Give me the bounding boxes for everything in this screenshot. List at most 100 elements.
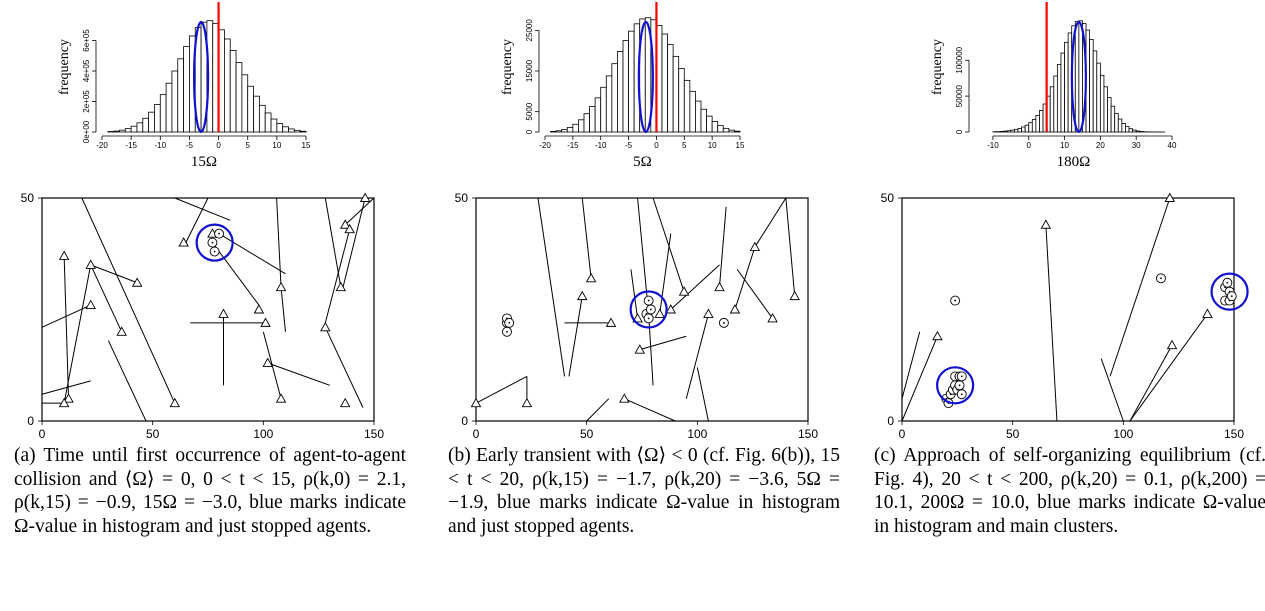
cluster-ring [195,223,234,262]
histogram-bar [177,58,185,133]
agent-trajectory [174,197,231,221]
moving-agent-marker [714,281,725,292]
histogram-bar [1103,86,1108,133]
agent-trajectory [63,264,92,404]
x-tick-label: -5 [625,141,633,150]
y-tick-label: 50 [455,191,469,205]
histogram-bar [1013,128,1019,133]
plot-frame [41,197,375,422]
x-tick-label: 0 [899,427,906,440]
histogram-bar [282,126,289,133]
x-tick-label: 40 [1168,141,1177,150]
agent-trajectory [1129,344,1173,422]
histogram-bar [1010,129,1015,133]
histogram-b: -20 -15 -10 -5 0 5 10 15 0 5000 15000 25000 frequenc… [500,2,745,170]
moving-agent-marker [729,304,741,314]
x-tick-label: 100 [1113,427,1133,440]
moving-agent-marker [320,321,331,332]
agent-trajectory [1045,224,1058,422]
histogram-bar [667,44,674,133]
histogram-bar [1128,128,1134,133]
x-axis-label: 5Ω [633,154,652,170]
y-axis-label: frequency [930,39,945,95]
stopped-agent-dot [506,330,508,333]
moving-agent-marker [339,397,351,408]
x-tick-label: -5 [186,141,194,150]
histogram-bar [628,30,635,133]
histogram-bar [589,105,596,133]
moving-agent-marker [665,304,677,314]
agent-trajectory [185,197,209,243]
x-tick-label: 15 [302,141,311,150]
histogram-bar [258,104,266,133]
agent-trajectory [670,264,720,310]
y-tick-label: 5000 [525,102,534,120]
agent-trajectory [652,197,685,292]
x-tick-label: 150 [798,427,818,440]
caption-a: (a) Time until first occurrence of agent… [14,445,406,537]
moving-agent-marker [678,286,690,296]
moving-agent-marker [632,313,643,323]
histogram-bar [142,117,150,133]
histogram-bar [1117,118,1123,133]
x-tick-label: 10 [272,141,281,150]
moving-agent-marker [85,259,96,269]
histogram-bar [566,127,574,133]
stopped-agent-dot [1230,295,1233,298]
histogram-bar [1035,115,1040,133]
stopped-agent-dot [647,299,650,302]
agent-trajectory [648,313,654,386]
agent-trajectory [63,255,70,399]
histogram-bar [1053,75,1058,133]
histogram-bar [672,55,680,133]
moving-agent-marker [218,308,229,318]
y-tick-label: 0 [525,129,534,134]
histogram-bar [594,97,602,133]
moving-agent-marker [253,304,265,314]
x-tick-label: 150 [364,427,384,440]
agent-trajectory [734,246,756,310]
agent-trajectory [1129,313,1208,422]
histogram-bar [561,129,568,133]
x-tick-label: 0 [473,427,480,440]
caption-c: (c) Approach of self-organizing equilibr… [874,445,1265,537]
moving-agent-marker [634,344,646,354]
agent-trajectory [107,340,147,422]
agent-trajectory [276,197,282,288]
x-tick-label: 0 [39,427,46,440]
moving-agent-marker [1202,308,1213,318]
agent-trajectory [267,362,330,386]
figure-panel-a: -20 -15 -10 -5 0 5 10 15 0e+00 2e+05 4e+05 6e+05 fre… [14,0,435,611]
y-tick-label: 100000 [955,46,964,73]
agent-trajectory [586,398,610,422]
histogram-bar [700,108,707,133]
histogram-bar [1003,130,1008,133]
moving-agent-marker [260,317,271,327]
scatter-plot-b: 0 50 100 150 0 50 [455,191,819,440]
x-tick-label: 50 [1006,427,1020,440]
moving-agent-marker [85,299,96,309]
y-tick-label: 6e+05 [82,29,91,52]
histogram-bar [1110,105,1116,133]
histogram-bar [1121,122,1126,133]
cluster-ring [1210,272,1249,311]
histogram-bar [1021,126,1026,133]
histogram-bar [270,118,278,133]
agent-trajectory [342,197,366,288]
moving-agent-marker [359,192,371,202]
moving-agent-marker [63,393,74,403]
histogram-bar [661,33,668,133]
histogram-bar [622,40,629,133]
histogram-bar [1074,21,1080,133]
moving-agent-marker [789,290,800,301]
moving-agent-marker [275,393,287,403]
x-tick-label: 150 [1224,427,1244,440]
histogram-bar [1049,86,1055,133]
histogram-bar [253,95,260,133]
histogram-bar [124,128,132,133]
agent-trajectory [901,331,921,399]
histogram-bar [578,119,585,133]
histogram-bar [1135,130,1141,133]
histogram-bar [223,38,231,133]
stopped-agent-dot [958,384,961,387]
